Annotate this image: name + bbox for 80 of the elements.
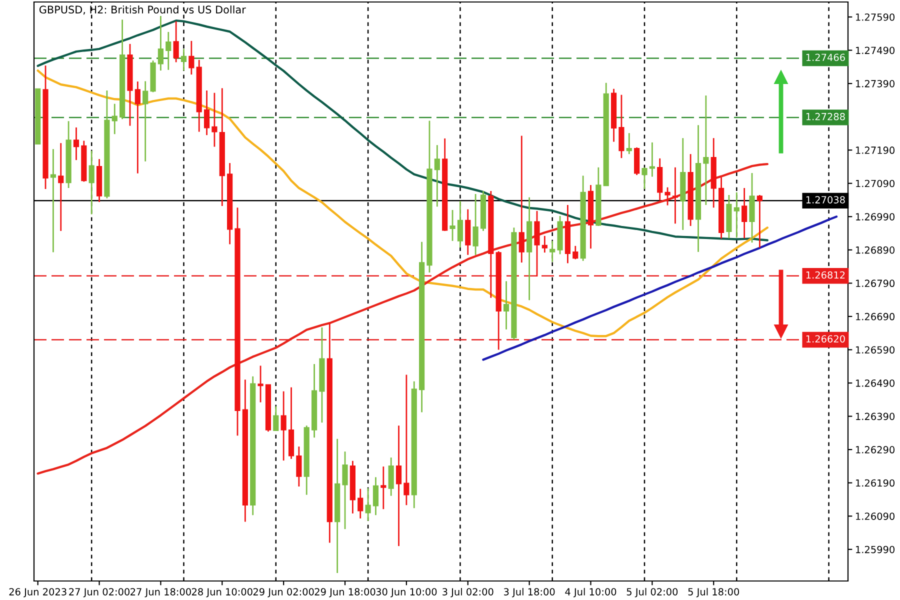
candlestick xyxy=(258,365,264,404)
y-tick-label: 1.26490 xyxy=(856,379,895,387)
x-tick-label: 5 Jul 18:00 xyxy=(688,588,740,598)
y-tick-label: 1.27590 xyxy=(856,13,895,21)
candlestick xyxy=(365,487,371,522)
candlestick xyxy=(73,126,80,161)
candlestick xyxy=(618,94,624,159)
y-tick-label: 1.27090 xyxy=(856,180,895,188)
y-tick-label: 1.25990 xyxy=(856,546,895,554)
candlestick xyxy=(50,148,56,253)
candlestick xyxy=(457,200,463,248)
candlestick xyxy=(649,142,655,178)
x-tick-label: 29 Jun 18:00 xyxy=(314,588,376,598)
candlestick xyxy=(88,150,94,215)
y-tick-label: 1.27490 xyxy=(856,46,895,54)
candlestick xyxy=(188,40,194,76)
candlestick xyxy=(572,245,578,260)
candlestick xyxy=(756,194,762,248)
x-tick-label: 3 Jul 18:00 xyxy=(504,588,555,598)
x-tick-label: 29 Jun 02:00 xyxy=(253,588,314,598)
candlestick xyxy=(626,132,632,155)
candlestick xyxy=(372,476,379,516)
x-tick-label: 27 Jun 02:00 xyxy=(69,588,130,598)
candlestick xyxy=(742,187,748,239)
y-tick-label: 1.26390 xyxy=(856,412,895,420)
candlestick xyxy=(550,240,556,263)
candlestick xyxy=(342,450,348,530)
ref-line-label: 1.27288 xyxy=(806,112,845,120)
candlestick xyxy=(404,374,410,506)
candlestick xyxy=(134,80,140,174)
y-tick-label: 1.26990 xyxy=(856,213,895,220)
candlestick xyxy=(204,90,210,136)
candlestick xyxy=(158,15,164,72)
x-tick-label: 4 Jul 10:00 xyxy=(565,588,616,598)
candlestick xyxy=(388,456,394,497)
x-tick-label: 26 Jun 2023 xyxy=(9,588,66,598)
candlestick xyxy=(296,446,302,488)
y-tick-label: 1.26890 xyxy=(856,246,895,254)
candlestick xyxy=(672,166,678,224)
candlestick xyxy=(642,166,648,190)
ref-line-label: 1.27038 xyxy=(806,196,845,204)
ref-line-label: 1.26812 xyxy=(806,271,845,279)
candlestick xyxy=(112,103,118,135)
y-tick-label: 1.27190 xyxy=(856,146,895,154)
y-tick-label: 1.26790 xyxy=(856,280,895,288)
x-tick-label: 3 Jul 02:00 xyxy=(442,588,494,598)
candlestick xyxy=(734,192,740,238)
x-tick-label: 5 Jul 02:00 xyxy=(626,588,678,598)
candlestick xyxy=(280,390,286,462)
candlestick xyxy=(396,424,402,547)
candlestick xyxy=(173,20,179,63)
candlestick xyxy=(518,135,524,264)
y-tick-label: 1.26690 xyxy=(856,312,895,320)
candlestick xyxy=(472,193,478,256)
line-series xyxy=(36,20,768,242)
y-tick-label: 1.26590 xyxy=(856,346,895,354)
candlestick xyxy=(58,142,64,232)
y-tick-label: 1.26190 xyxy=(856,479,895,487)
x-tick-label: 28 Jun 10:00 xyxy=(192,588,252,598)
candlestick xyxy=(664,186,670,206)
candlestick xyxy=(358,488,364,520)
y-tick-label: 1.26090 xyxy=(856,512,895,520)
y-tick-label: 1.26290 xyxy=(856,446,895,454)
ref-line-label: 1.26620 xyxy=(806,335,845,343)
y-tick-label: 1.27390 xyxy=(856,80,895,88)
candlestick xyxy=(273,406,279,432)
candlestick xyxy=(212,92,218,148)
x-tick-label: 30 Jun 10:00 xyxy=(376,588,437,598)
candlestick xyxy=(703,94,709,206)
candlestick xyxy=(503,280,510,330)
candlestick xyxy=(450,209,456,242)
candlestick xyxy=(434,144,440,208)
candlestick xyxy=(142,80,148,162)
x-tick-label: 27 Jun 18:00 xyxy=(130,588,191,598)
candlestick xyxy=(166,31,172,71)
candlestick xyxy=(542,235,548,254)
candlestick xyxy=(380,466,386,510)
candlestick xyxy=(180,48,187,72)
ref-line-label: 1.27466 xyxy=(806,54,845,62)
line-series xyxy=(36,69,768,338)
